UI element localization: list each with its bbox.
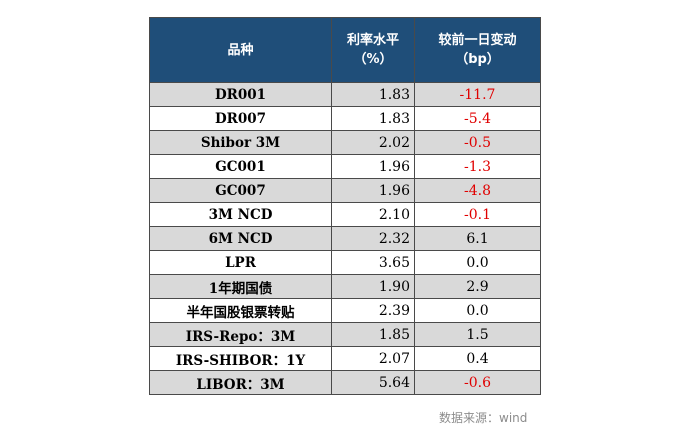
table-row: DR001 1.83 -11.7 — [149, 82, 541, 107]
row-name: IRS-SHIBOR：1Y — [149, 346, 332, 371]
row-change: 0.0 — [414, 250, 541, 275]
table-row: GC001 1.96 -1.3 — [149, 154, 541, 179]
interest-rate-table: 品种 利率水平 （%） 较前一日变动 （bp） DR001 1.83 -11.7 DR… — [149, 17, 541, 395]
row-change: 2.9 — [414, 274, 541, 299]
table-row: 半年国股银票转贴 2.39 0.0 — [149, 298, 541, 323]
row-rate: 2.10 — [331, 202, 415, 227]
row-change: -5.4 — [414, 106, 541, 131]
row-rate: 1.96 — [331, 154, 415, 179]
header-change-line2: （bp） — [455, 52, 500, 67]
header-change: 较前一日变动 （bp） — [414, 17, 541, 83]
table-header-row: 品种 利率水平 （%） 较前一日变动 （bp） — [149, 17, 541, 83]
header-rate: 利率水平 （%） — [331, 17, 415, 83]
row-name: IRS-Repo：3M — [149, 322, 332, 347]
row-name: DR007 — [149, 106, 332, 131]
row-rate: 2.39 — [331, 298, 415, 323]
table-row: IRS-SHIBOR：1Y 2.07 0.4 — [149, 346, 541, 371]
row-change: -0.1 — [414, 202, 541, 227]
row-name: Shibor 3M — [149, 130, 332, 155]
header-name-label: 品种 — [227, 42, 254, 58]
row-change: -0.5 — [414, 130, 541, 155]
table-row: 1年期国债 1.90 2.9 — [149, 274, 541, 299]
row-rate: 1.83 — [331, 106, 415, 131]
row-rate: 2.02 — [331, 130, 415, 155]
table-row: DR007 1.83 -5.4 — [149, 106, 541, 131]
row-change: -4.8 — [414, 178, 541, 203]
header-change-line1: 较前一日变动 — [438, 33, 517, 48]
table-row: IRS-Repo：3M 1.85 1.5 — [149, 322, 541, 347]
row-name: GC001 — [149, 154, 332, 179]
header-name: 品种 — [149, 17, 332, 83]
row-rate: 3.65 — [331, 250, 415, 275]
row-name: 1年期国债 — [149, 274, 332, 299]
row-change: -0.6 — [414, 370, 541, 395]
row-name: LIBOR：3M — [149, 370, 332, 395]
row-rate: 1.83 — [331, 82, 415, 107]
row-name: LPR — [149, 250, 332, 275]
row-rate: 1.85 — [331, 322, 415, 347]
row-name: 3M NCD — [149, 202, 332, 227]
row-change: 0.4 — [414, 346, 541, 371]
row-rate: 2.32 — [331, 226, 415, 251]
row-rate: 1.96 — [331, 178, 415, 203]
row-name: 半年国股银票转贴 — [149, 298, 332, 323]
row-change: -11.7 — [414, 82, 541, 107]
data-source-note: 数据来源：wind — [439, 411, 528, 425]
table-row: 6M NCD 2.32 6.1 — [149, 226, 541, 251]
table-row: LPR 3.65 0.0 — [149, 250, 541, 275]
table-row: 3M NCD 2.10 -0.1 — [149, 202, 541, 227]
row-name: GC007 — [149, 178, 332, 203]
table-row: GC007 1.96 -4.8 — [149, 178, 541, 203]
row-rate: 1.90 — [331, 274, 415, 299]
row-change: 0.0 — [414, 298, 541, 323]
row-rate: 2.07 — [331, 346, 415, 371]
header-rate-line2: （%） — [353, 52, 393, 67]
row-change: 6.1 — [414, 226, 541, 251]
row-rate: 5.64 — [331, 370, 415, 395]
header-rate-line1: 利率水平 — [346, 33, 399, 48]
table-body: DR001 1.83 -11.7 DR007 1.83 -5.4 Shibor 3M 2.02… — [149, 82, 541, 395]
table-row: Shibor 3M 2.02 -0.5 — [149, 130, 541, 155]
row-name: 6M NCD — [149, 226, 332, 251]
table-row: LIBOR：3M 5.64 -0.6 — [149, 370, 541, 395]
row-name: DR001 — [149, 82, 332, 107]
row-change: 1.5 — [414, 322, 541, 347]
row-change: -1.3 — [414, 154, 541, 179]
